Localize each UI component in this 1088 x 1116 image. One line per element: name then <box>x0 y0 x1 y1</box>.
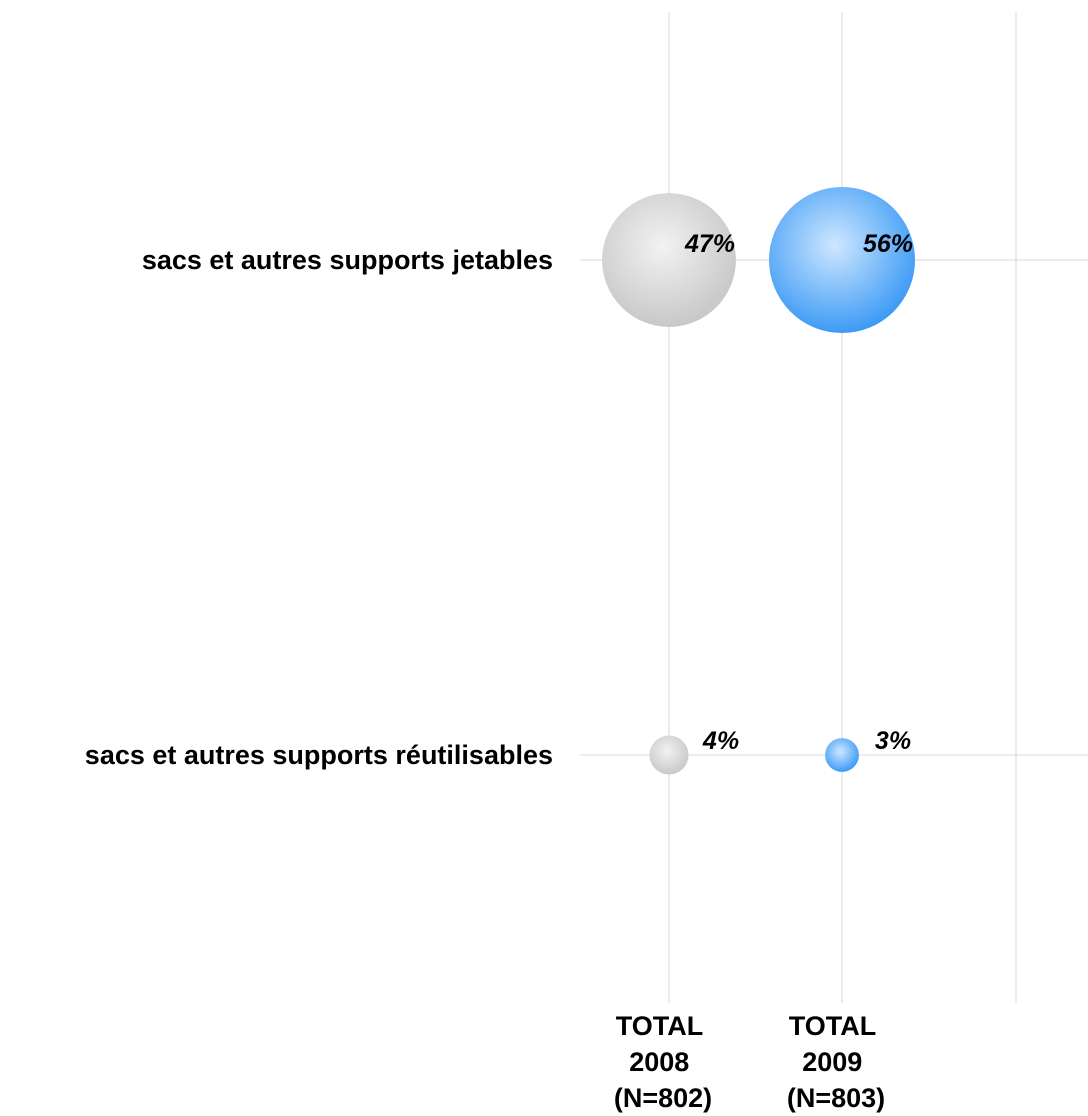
bubble-2009-jetables <box>769 187 915 333</box>
column-label-2008: TOTAL 2008 (N=802) <box>614 1011 712 1113</box>
column-labels: TOTAL 2008 (N=802) TOTAL 2009 (N=803) <box>614 1011 885 1113</box>
column-label-2009-line-3: (N=803) <box>787 1083 885 1113</box>
value-label-2008-jetables: 47% <box>684 230 735 258</box>
row-labels: sacs et autres supports jetables sacs et… <box>85 245 553 770</box>
column-label-2008-line-1: TOTAL <box>616 1011 703 1041</box>
column-label-2009: TOTAL 2009 (N=803) <box>787 1011 885 1113</box>
column-label-2008-line-3: (N=802) <box>614 1083 712 1113</box>
column-label-2008-line-2: 2008 <box>629 1047 689 1077</box>
bubble-2009-reutilisables <box>825 738 859 772</box>
value-labels: 47% 56% 4% 3% <box>684 230 913 755</box>
column-label-2009-line-2: 2009 <box>802 1047 862 1077</box>
value-label-2009-jetables: 56% <box>863 230 913 258</box>
value-label-2009-reutilisables: 3% <box>875 727 911 755</box>
value-label-2008-reutilisables: 4% <box>702 727 739 755</box>
column-label-2009-line-1: TOTAL <box>789 1011 876 1041</box>
row-label-jetables: sacs et autres supports jetables <box>142 245 553 275</box>
gridlines <box>580 12 1088 1003</box>
bubble-2008-reutilisables <box>649 735 689 775</box>
bubble-2008-jetables <box>602 193 736 327</box>
row-label-reutilisables: sacs et autres supports réutilisables <box>85 740 553 770</box>
bubbles <box>602 187 915 775</box>
